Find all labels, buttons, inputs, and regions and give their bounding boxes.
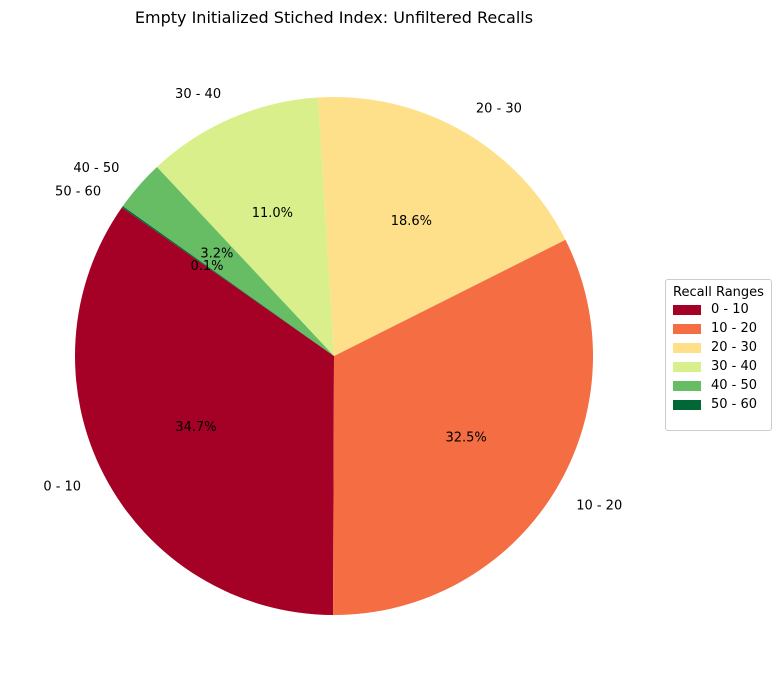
pie-slices — [74, 96, 594, 616]
category-label-10-20: 10 - 20 — [576, 499, 622, 514]
category-label-0-10: 0 - 10 — [43, 480, 81, 495]
legend-item-20-30: 20 - 30 — [666, 338, 771, 357]
percent-label-10-20: 32.5% — [445, 430, 486, 445]
category-labels: 0 - 10 10 - 20 20 - 30 30 - 40 40 - 50 50 - 6… — [43, 87, 622, 514]
percent-label-20-30: 18.6% — [391, 214, 432, 229]
percent-label-50-60: 0.1% — [190, 259, 223, 274]
percent-label-30-40: 11.0% — [252, 206, 293, 221]
pie-slice-50-60 — [121, 206, 334, 356]
legend-item-0-10: 0 - 10 — [666, 300, 771, 319]
category-label-50-60: 50 - 60 — [55, 184, 101, 199]
category-label-40-50: 40 - 50 — [73, 161, 119, 176]
legend: Recall Ranges 0 - 10 10 - 20 20 - 30 30 - 4… — [665, 279, 772, 431]
pie-slice-20-30 — [317, 96, 566, 357]
legend-label: 0 - 10 — [711, 302, 749, 317]
legend-item-10-20: 10 - 20 — [666, 319, 771, 338]
legend-label: 40 - 50 — [711, 378, 758, 393]
legend-swatch — [673, 323, 701, 334]
legend-swatch — [673, 342, 701, 353]
legend-label: 50 - 60 — [711, 397, 758, 412]
category-label-20-30: 20 - 30 — [476, 102, 522, 117]
legend-items: 0 - 10 10 - 20 20 - 30 30 - 40 40 - 50 50 - 6… — [666, 300, 771, 414]
percent-label-40-50: 3.2% — [200, 246, 233, 261]
percent-labels: 34.7% 32.5% 18.6% 11.0% 3.2%0.1% — [175, 206, 486, 445]
legend-swatch — [673, 399, 701, 410]
chart-title: Empty Initialized Stiched Index: Unfilte… — [134, 8, 534, 27]
pie-slice-10-20 — [333, 239, 594, 616]
legend-label: 30 - 40 — [711, 359, 758, 374]
legend-item-30-40: 30 - 40 — [666, 357, 771, 376]
legend-label: 10 - 20 — [711, 321, 758, 336]
pie-slice-0-10 — [74, 207, 335, 615]
legend-label: 20 - 30 — [711, 340, 758, 355]
legend-swatch — [673, 361, 701, 372]
legend-item-40-50: 40 - 50 — [666, 376, 771, 395]
legend-swatch — [673, 380, 701, 391]
category-label-30-40: 30 - 40 — [175, 87, 221, 102]
legend-item-50-60: 50 - 60 — [666, 395, 771, 414]
legend-swatch — [673, 304, 701, 315]
legend-title: Recall Ranges — [673, 285, 764, 300]
pie-slice-40-50 — [122, 166, 334, 356]
percent-label-0-10: 34.7% — [175, 420, 216, 435]
pie-slice-30-40 — [156, 97, 334, 356]
